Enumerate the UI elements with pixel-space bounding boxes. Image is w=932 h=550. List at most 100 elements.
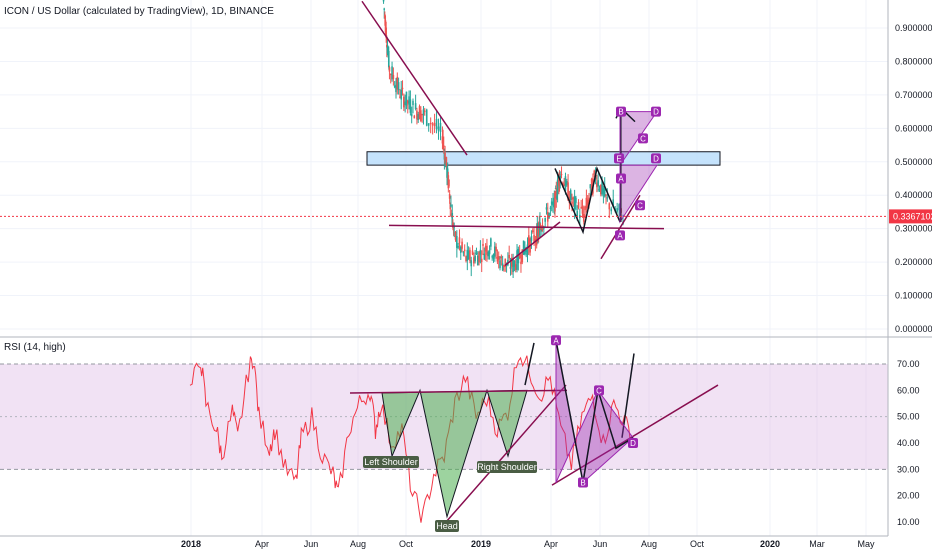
neckline	[349, 389, 568, 394]
candle-body	[579, 214, 581, 219]
candle-body	[534, 239, 537, 242]
rsi-pane: RSI (14, high) A B C D Left Shoulder Head Righ…	[0, 335, 920, 532]
candle-body	[556, 179, 559, 195]
candle-body	[562, 182, 564, 187]
candle-body	[549, 207, 552, 209]
candle-body	[433, 122, 436, 127]
candle-body	[389, 74, 392, 76]
candle-body	[603, 186, 606, 197]
candle-body	[470, 260, 473, 267]
rsi-trendline	[445, 384, 567, 523]
candle-body	[463, 249, 466, 252]
harmonic-point-marker	[614, 153, 624, 164]
candle-body	[427, 123, 430, 126]
harmonic-point-label: C	[640, 134, 646, 143]
candle-body	[540, 227, 543, 230]
candle-body	[590, 179, 593, 196]
candle-body	[484, 246, 487, 252]
harmonic-triangle-lower	[619, 164, 658, 224]
candle-body	[490, 238, 492, 247]
head-shoulders-pattern	[381, 388, 528, 519]
rsi-tick-label: 70.00	[897, 359, 920, 369]
candle-body	[391, 66, 393, 80]
candle-body	[581, 206, 584, 214]
candle-body	[385, 27, 387, 38]
candle-body	[422, 109, 425, 116]
harmonic-point-label: C	[637, 201, 643, 210]
candle-body	[536, 224, 539, 228]
candle-body	[397, 82, 400, 91]
rsi-harmonic-marker	[551, 335, 561, 346]
candle-body	[528, 235, 530, 249]
candle-body	[384, 20, 387, 33]
time-tick-label: Jun	[593, 539, 608, 549]
candle-body	[429, 122, 432, 125]
time-tick-label: 2018	[181, 539, 201, 549]
rsi-tick-label: 10.00	[897, 517, 920, 527]
candle-body	[513, 260, 516, 267]
candle-body	[459, 246, 462, 253]
candle-body	[423, 110, 426, 113]
candle-body	[520, 261, 522, 265]
pattern-label-left-shoulder: Left Shoulder	[364, 457, 418, 467]
candle-body	[599, 184, 602, 195]
candle-body	[602, 188, 605, 194]
harmonic-point-marker	[651, 153, 661, 164]
candle-body	[418, 106, 421, 120]
harmonic-point-label: D	[653, 108, 659, 117]
candle-body	[576, 210, 579, 218]
candle-body	[618, 204, 620, 211]
candle-body	[597, 180, 599, 187]
candle-body	[421, 113, 423, 116]
candle-body	[554, 191, 556, 212]
support-line	[388, 224, 665, 230]
candle-body	[525, 247, 527, 253]
candle-body	[450, 204, 452, 207]
candle-body	[437, 126, 440, 131]
candle-body	[573, 196, 576, 210]
candle-body	[442, 137, 444, 143]
candle-body	[451, 212, 454, 225]
candle-body	[400, 89, 403, 100]
candle-body	[501, 263, 504, 271]
candle-body	[495, 246, 497, 252]
candle-body	[569, 190, 572, 200]
rsi-series-line	[189, 355, 634, 523]
candle-body	[572, 197, 575, 200]
candle-body	[499, 260, 501, 269]
candle-body	[425, 109, 428, 126]
candle-body	[478, 251, 480, 263]
candle-body	[414, 103, 417, 110]
rsi-marks: A B C D Left Shoulder Head Right Shoulder	[189, 335, 719, 532]
candle-body	[504, 258, 507, 267]
price-pane: ICON / US Dollar (calculated by TradingV…	[0, 0, 932, 536]
zigzag-line	[554, 166, 621, 235]
candle-body	[420, 110, 422, 122]
candle-body	[517, 249, 520, 264]
candle-body	[601, 180, 603, 195]
candle-body	[544, 218, 546, 222]
time-tick-label: Oct	[399, 539, 414, 549]
uptrend-line	[504, 221, 561, 267]
harmonic-point-label: D	[653, 154, 659, 163]
candle-body	[466, 249, 469, 261]
candle-body	[457, 246, 459, 248]
harmonic-point-marker	[651, 106, 661, 117]
time-tick-label: Jun	[304, 539, 319, 549]
candle-body	[560, 174, 563, 176]
candle-body	[589, 184, 592, 189]
candle-body	[458, 237, 461, 244]
candle-body	[396, 76, 399, 90]
candle-body	[384, 14, 386, 18]
candle-body	[442, 145, 445, 147]
candle-body	[482, 243, 484, 246]
candle-body	[521, 249, 524, 263]
candle-body	[556, 196, 558, 199]
pattern-label-head: Head	[436, 521, 458, 531]
candle-body	[404, 101, 406, 106]
downtrend-line	[361, 0, 468, 156]
